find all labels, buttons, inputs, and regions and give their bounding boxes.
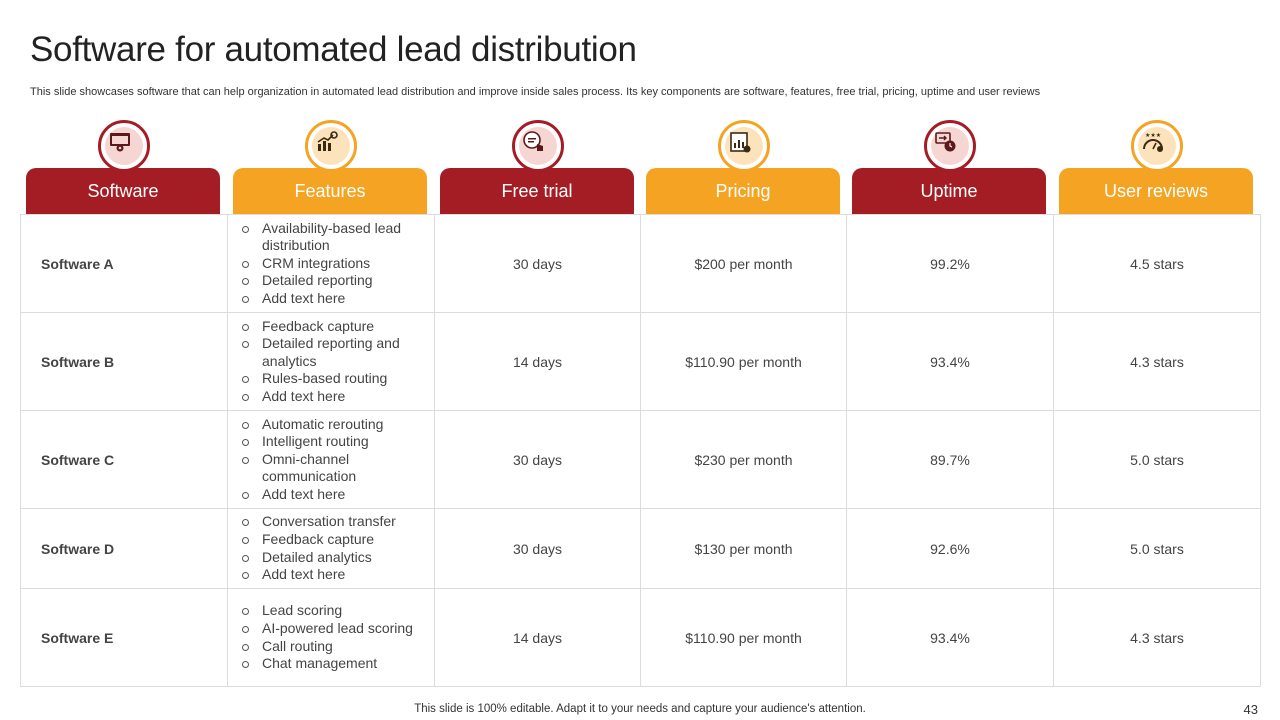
pricing-value: $110.90 per month: [640, 588, 847, 687]
free-trial-value: 14 days: [434, 588, 641, 687]
uptime-value: 92.6%: [846, 508, 1054, 589]
reviews-value: 5.0 stars: [1053, 508, 1261, 589]
feature-item: CRM integrations: [242, 255, 414, 273]
uptime-clock-icon: [924, 120, 976, 172]
feature-item: Add text here: [242, 486, 414, 504]
header-label: User reviews: [1059, 168, 1253, 215]
feature-item: AI-powered lead scoring: [242, 620, 414, 638]
header-free-trial: Free trial: [440, 120, 634, 215]
feature-item: Lead scoring: [242, 602, 414, 620]
chart-gear-icon: [305, 120, 357, 172]
software-name: Software C: [20, 410, 228, 509]
header-label: Uptime: [852, 168, 1046, 215]
comparison-table: Software A Availability-based lead distr…: [20, 214, 1261, 687]
software-name: Software B: [20, 312, 228, 411]
features-cell: Feedback capture Detailed reporting and …: [227, 312, 435, 411]
pricing-report-icon: [718, 120, 770, 172]
feature-item: Detailed reporting: [242, 272, 414, 290]
software-name: Software A: [20, 214, 228, 313]
feature-item: Add text here: [242, 566, 414, 584]
browser-settings-icon: [98, 120, 150, 172]
table-row: Software A Availability-based lead distr…: [20, 214, 1261, 313]
header-software: Software: [26, 120, 220, 215]
header-user-reviews: ★★★ User reviews: [1059, 120, 1253, 215]
slide-footer: This slide is 100% editable. Adapt it to…: [414, 703, 866, 715]
feature-item: Feedback capture: [242, 318, 414, 336]
software-name: Software E: [20, 588, 228, 687]
uptime-value: 93.4%: [846, 588, 1054, 687]
feature-item: Automatic rerouting: [242, 416, 414, 434]
feature-item: Chat management: [242, 655, 414, 673]
slide-title: Software for automated lead distribution: [30, 30, 637, 69]
feature-item: Conversation transfer: [242, 513, 414, 531]
free-trial-value: 30 days: [434, 410, 641, 509]
pricing-value: $130 per month: [640, 508, 847, 589]
table-row: Software B Feedback capture Detailed rep…: [20, 312, 1261, 411]
feature-item: Rules-based routing: [242, 370, 414, 388]
header-pricing: Pricing: [646, 120, 840, 215]
feature-item: Add text here: [242, 290, 414, 308]
free-trial-hand-icon: [512, 120, 564, 172]
uptime-value: 89.7%: [846, 410, 1054, 509]
page-number: 43: [1243, 702, 1258, 717]
header-uptime: Uptime: [852, 120, 1046, 215]
pricing-value: $200 per month: [640, 214, 847, 313]
pricing-value: $110.90 per month: [640, 312, 847, 411]
reviews-value: 4.5 stars: [1053, 214, 1261, 313]
reviews-value: 4.3 stars: [1053, 312, 1261, 411]
header-label: Features: [233, 168, 427, 215]
slide-subtitle: This slide showcases software that can h…: [30, 86, 1041, 98]
feature-item: Detailed reporting and analytics: [242, 335, 414, 370]
free-trial-value: 30 days: [434, 214, 641, 313]
header-features: Features: [233, 120, 427, 215]
feature-item: Omni-channel communication: [242, 451, 414, 486]
table-row: Software E Lead scoring AI-powered lead …: [20, 588, 1261, 687]
feature-item: Feedback capture: [242, 531, 414, 549]
feature-item: Add text here: [242, 388, 414, 406]
free-trial-value: 14 days: [434, 312, 641, 411]
column-headers: Software Features Free trial Pricing Upt…: [26, 120, 1256, 215]
pricing-value: $230 per month: [640, 410, 847, 509]
free-trial-value: 30 days: [434, 508, 641, 589]
feature-item: Detailed analytics: [242, 549, 414, 567]
uptime-value: 99.2%: [846, 214, 1054, 313]
svg-text:★★★: ★★★: [1145, 132, 1161, 139]
header-label: Free trial: [440, 168, 634, 215]
software-name: Software D: [20, 508, 228, 589]
header-label: Pricing: [646, 168, 840, 215]
reviews-value: 5.0 stars: [1053, 410, 1261, 509]
feature-item: Call routing: [242, 638, 414, 656]
feature-item: Availability-based lead distribution: [242, 220, 414, 255]
header-label: Software: [26, 168, 220, 215]
table-row: Software D Conversation transfer Feedbac…: [20, 508, 1261, 589]
reviews-value: 4.3 stars: [1053, 588, 1261, 687]
uptime-value: 93.4%: [846, 312, 1054, 411]
table-row: Software C Automatic rerouting Intellige…: [20, 410, 1261, 509]
features-cell: Availability-based lead distribution CRM…: [227, 214, 435, 313]
features-cell: Conversation transfer Feedback capture D…: [227, 508, 435, 589]
features-cell: Automatic rerouting Intelligent routing …: [227, 410, 435, 509]
feature-item: Intelligent routing: [242, 433, 414, 451]
features-cell: Lead scoring AI-powered lead scoring Cal…: [227, 588, 435, 687]
rating-gauge-icon: ★★★: [1131, 120, 1183, 172]
